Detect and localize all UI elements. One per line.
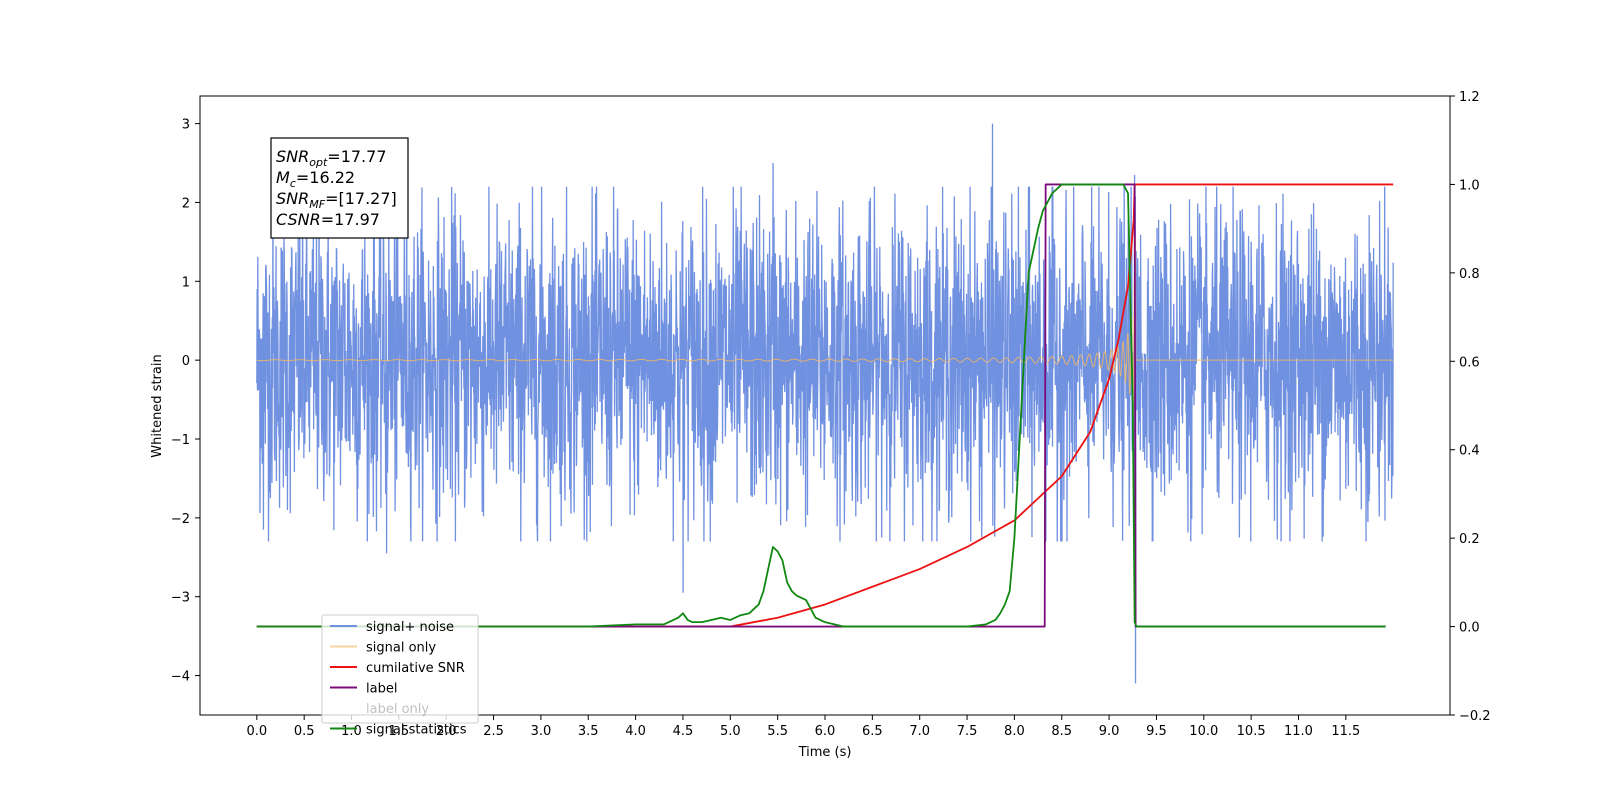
signal-only-line — [256, 236, 1394, 491]
y-left-tick-label: 2 — [182, 196, 190, 211]
legend: signal+ noise signal only cumilative SNR la… — [321, 614, 479, 738]
legend-label: cumilative SNR — [366, 661, 465, 676]
cumilative-snr-line — [256, 183, 1394, 628]
x-tick-label: 10.0 — [1189, 724, 1218, 739]
annotation-line: SNRMF=[17.27] — [276, 189, 397, 211]
y-left-tick-label: 0 — [182, 354, 190, 369]
x-tick-label: 7.5 — [957, 724, 978, 739]
x-tick-label: 4.5 — [673, 724, 694, 739]
y-axis-label-left: Whitened strain — [150, 354, 165, 457]
annotation-line: CSNR=17.97 — [276, 210, 380, 229]
x-tick-label: 9.0 — [1099, 724, 1120, 739]
x-tick-label: 3.0 — [531, 724, 552, 739]
axes-frame — [199, 95, 1451, 716]
y-left-tick-label: 1 — [182, 275, 190, 290]
x-tick-label: 5.0 — [720, 724, 741, 739]
y-right-tick-label: 0.4 — [1459, 444, 1480, 459]
x-tick-label: 4.0 — [625, 724, 646, 739]
legend-label: signal only — [366, 641, 436, 656]
x-tick-label: 11.5 — [1331, 724, 1360, 739]
x-axis-label: Time (s) — [798, 745, 852, 760]
x-tick-label: 5.5 — [767, 724, 788, 739]
y-right-tick-label: 0.2 — [1459, 532, 1480, 547]
y-right-axis-ticks: 1.2 1.0 0.8 0.6 0.4 0.2 0.0 −0.2 — [1450, 90, 1491, 724]
x-tick-label: 1.0 — [341, 724, 362, 739]
y-left-tick-label: −2 — [171, 512, 190, 527]
legend-label: signal+ noise — [366, 620, 454, 635]
y-right-tick-label: −0.2 — [1459, 709, 1491, 724]
x-tick-label: 6.0 — [815, 724, 836, 739]
y-right-tick-label: 0.0 — [1459, 621, 1480, 636]
annotation-box-frame — [270, 137, 409, 239]
y-right-tick-label: 1.0 — [1459, 178, 1480, 193]
y-right-tick-label: 1.2 — [1459, 90, 1480, 105]
annotation-line: SNRopt=17.77 — [276, 147, 387, 169]
legend-label: label only — [366, 702, 429, 717]
annotation-line: Mc=16.22 — [276, 168, 355, 190]
x-tick-label: 8.0 — [1004, 724, 1025, 739]
x-tick-label: 9.5 — [1146, 724, 1167, 739]
plot-area — [256, 123, 1394, 684]
legend-label: signal statistics — [366, 723, 467, 738]
y-left-tick-label: 3 — [182, 118, 190, 133]
y-left-axis-ticks: 3 2 1 0 −1 −2 −3 −4 — [171, 118, 200, 685]
y-left-tick-label: −4 — [171, 670, 190, 685]
x-tick-label: 11.0 — [1284, 724, 1313, 739]
stats-annotation-box: SNRopt=17.77Mc=16.22SNRMF=[17.27]CSNR=17… — [270, 137, 409, 239]
signal-statistics-line — [256, 183, 1386, 628]
x-tick-label: 0.0 — [246, 724, 267, 739]
y-left-tick-label: −3 — [171, 591, 190, 606]
signal-noise-line — [256, 123, 1394, 684]
x-tick-label: 7.0 — [909, 724, 930, 739]
x-tick-label: 3.5 — [578, 724, 599, 739]
x-tick-label: 0.5 — [294, 724, 315, 739]
y-left-tick-label: −1 — [171, 433, 190, 448]
x-tick-label: 2.0 — [436, 724, 457, 739]
x-tick-label: 8.5 — [1051, 724, 1072, 739]
y-right-tick-label: 0.8 — [1459, 267, 1480, 282]
x-tick-label: 1.5 — [389, 724, 410, 739]
x-tick-label: 10.5 — [1237, 724, 1266, 739]
legend-label: label — [366, 682, 397, 697]
legend-frame — [321, 614, 479, 724]
x-tick-label: 6.5 — [862, 724, 883, 739]
y-right-tick-label: 0.6 — [1459, 355, 1480, 370]
x-tick-label: 2.5 — [483, 724, 504, 739]
